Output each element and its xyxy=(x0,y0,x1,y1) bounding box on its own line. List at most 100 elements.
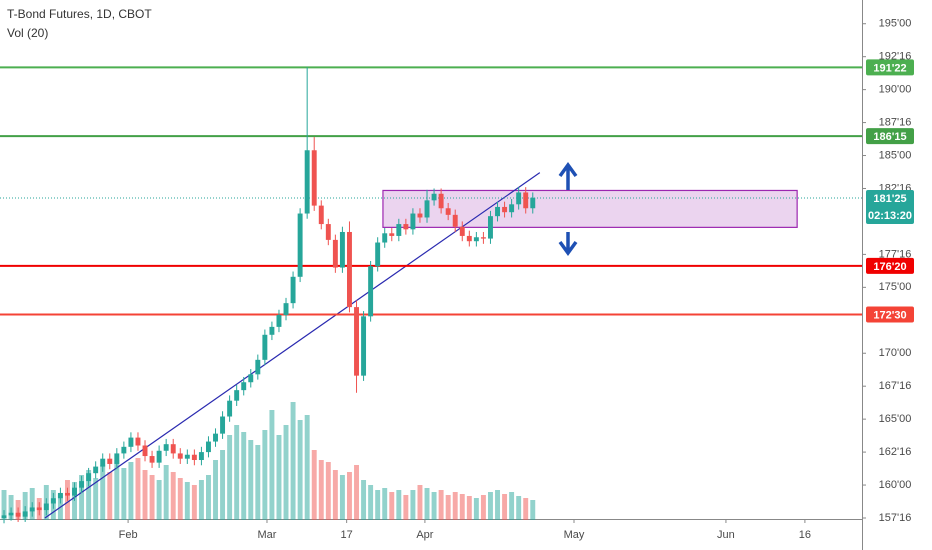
volume-bar xyxy=(396,490,402,520)
candle-body xyxy=(213,433,218,442)
candle-body xyxy=(269,326,275,335)
y-tick-label: 190'00 xyxy=(879,84,912,96)
volume-bar xyxy=(473,498,479,520)
candle-body xyxy=(276,315,282,327)
candle-body xyxy=(438,193,444,209)
volume-bar xyxy=(424,488,430,520)
candle-body xyxy=(86,473,92,482)
volume-bar xyxy=(410,490,416,520)
volume-bar xyxy=(339,475,345,520)
volume-bar xyxy=(495,490,500,520)
volume-bar xyxy=(361,480,367,520)
x-tick-label: 17 xyxy=(341,529,353,541)
volume-bar xyxy=(170,472,176,520)
volume-bar xyxy=(234,425,240,520)
candle-body xyxy=(248,374,254,383)
candle-body xyxy=(220,416,226,434)
volume-bar xyxy=(445,495,451,520)
candle-body xyxy=(431,193,437,201)
countdown-label: 02:13:20 xyxy=(868,210,912,222)
volume-bar xyxy=(72,482,77,520)
volume-bar xyxy=(135,458,141,520)
candle-body xyxy=(198,452,204,461)
candle-body xyxy=(346,231,352,308)
candle-body xyxy=(15,512,21,517)
volume-bar xyxy=(290,402,296,520)
volume-bar xyxy=(128,462,134,520)
volume-bar xyxy=(79,475,85,520)
candle-body xyxy=(403,224,409,230)
volume-bar xyxy=(149,475,155,520)
candle-body xyxy=(480,237,486,239)
y-tick-label: 165'00 xyxy=(879,413,912,425)
candle-body xyxy=(184,454,190,459)
candle-body xyxy=(304,150,310,214)
arrow-up xyxy=(558,162,578,190)
candle-body xyxy=(50,498,56,504)
candle-body xyxy=(241,382,247,391)
candle-body xyxy=(396,224,402,236)
candle-body xyxy=(452,214,458,227)
volume-bar xyxy=(206,475,211,520)
level-label: 186'15 xyxy=(873,131,906,143)
y-tick-label: 160'00 xyxy=(879,479,912,491)
candle-body xyxy=(361,316,367,376)
volume-bar xyxy=(318,460,324,520)
candle-body xyxy=(22,511,28,517)
candle-body xyxy=(339,231,345,268)
candle-body xyxy=(135,437,141,446)
volume-bar xyxy=(142,470,148,520)
candle-body xyxy=(473,237,479,242)
volume-bar xyxy=(438,490,444,520)
volume-bar xyxy=(163,465,169,520)
candle-body xyxy=(502,206,508,213)
candle-body xyxy=(121,446,127,454)
candle-body xyxy=(509,204,515,213)
candle-body xyxy=(389,233,395,236)
level-tag xyxy=(866,306,914,323)
candle-body xyxy=(375,242,381,267)
volume-bar xyxy=(375,490,381,520)
level-label: 191'22 xyxy=(873,62,906,74)
candle-body xyxy=(114,453,120,464)
zone-box xyxy=(382,189,798,228)
candle-body xyxy=(177,453,183,459)
volume-bar xyxy=(382,488,388,520)
candle-body xyxy=(311,150,317,206)
y-tick-label: 170'00 xyxy=(879,347,912,359)
level-tag xyxy=(866,128,914,145)
candle-body xyxy=(36,507,42,511)
volume-bar xyxy=(487,492,493,520)
volume-bar xyxy=(93,478,99,520)
candle-body xyxy=(368,266,374,317)
candle-body xyxy=(163,444,169,451)
volume-bar xyxy=(502,494,508,520)
candle-body xyxy=(530,197,536,209)
y-tick-label: 177'16 xyxy=(879,248,912,260)
candle-body xyxy=(128,437,134,447)
candle-body xyxy=(79,481,85,488)
level-label: 172'30 xyxy=(873,309,906,321)
y-tick-label: 195'00 xyxy=(879,18,912,30)
x-tick-label: Mar xyxy=(258,529,277,541)
volume-layer xyxy=(1,402,536,520)
chart-title: T-Bond Futures, 1D, CBOT xyxy=(7,7,152,21)
volume-bar xyxy=(114,460,120,520)
candle-body xyxy=(459,226,465,236)
trend-line xyxy=(44,172,541,519)
volume-bar xyxy=(283,425,289,520)
level-label: 176'20 xyxy=(873,261,906,273)
candle-body xyxy=(262,334,268,360)
candle-body xyxy=(255,359,261,375)
candle-body xyxy=(417,213,423,218)
candle-body xyxy=(382,233,388,243)
candle-body xyxy=(487,216,493,239)
volume-bar xyxy=(304,415,310,520)
candle-body xyxy=(495,206,500,217)
x-tick-label: Feb xyxy=(119,529,138,541)
volume-bar xyxy=(459,494,465,520)
candle-body xyxy=(142,445,148,457)
candle-body xyxy=(227,400,233,417)
volume-bar xyxy=(262,430,268,520)
